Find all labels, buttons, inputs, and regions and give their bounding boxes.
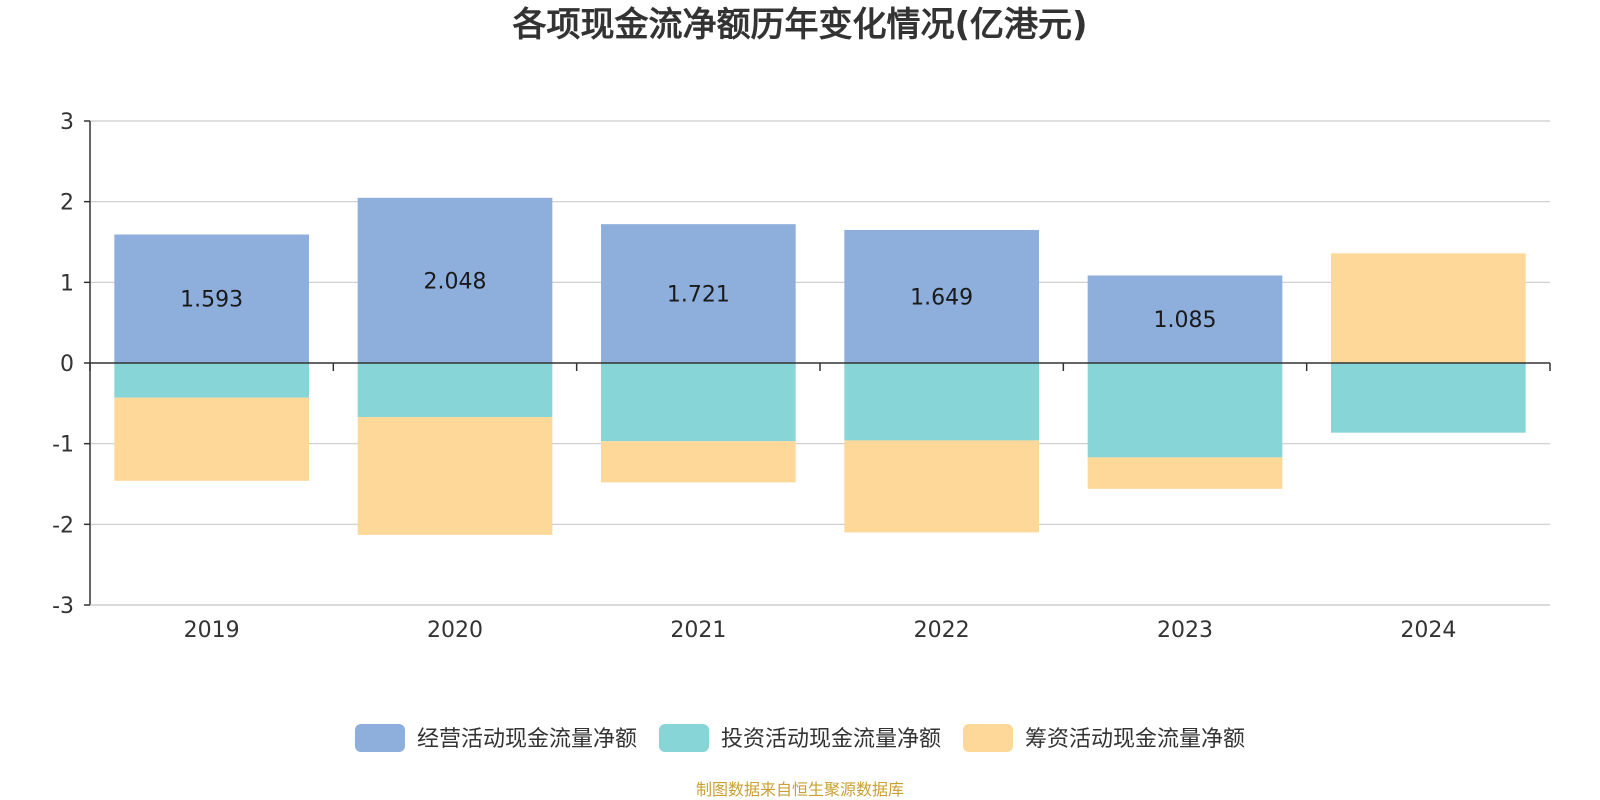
legend[interactable]: 经营活动现金流量净额 投资活动现金流量净额 筹资活动现金流量净额	[354, 724, 1245, 752]
y-tick-label: -3	[52, 594, 74, 619]
bar-2024[interactable]	[1331, 363, 1526, 433]
bar-2022[interactable]	[844, 363, 1039, 441]
legend-label: 投资活动现金流量净额	[721, 727, 941, 752]
legend-swatch[interactable]	[354, 724, 405, 752]
bar-2022[interactable]	[844, 440, 1039, 533]
bar-2023[interactable]	[1087, 457, 1283, 489]
y-tick-label: 1	[60, 271, 74, 296]
chart-title: 各项现金流净额历年变化情况(亿港元)	[512, 5, 1087, 45]
y-tick-label: -2	[52, 513, 74, 538]
legend-swatch[interactable]	[658, 724, 709, 752]
source-note: 制图数据来自恒生聚源数据库	[696, 780, 904, 799]
data-label: 1.085	[1154, 308, 1217, 333]
bar-2019[interactable]	[114, 363, 309, 398]
x-tick-label: 2022	[914, 618, 970, 643]
data-label: 1.649	[910, 285, 973, 310]
x-tick-label: 2020	[427, 618, 483, 643]
data-label: 1.721	[667, 283, 730, 308]
legend-label: 经营活动现金流量净额	[417, 727, 637, 752]
legend-label: 筹资活动现金流量净额	[1025, 727, 1245, 752]
bar-2020[interactable]	[357, 197, 553, 363]
data-label: 1.593	[180, 288, 243, 313]
x-tick-label: 2023	[1157, 618, 1213, 643]
y-tick-label: 0	[60, 352, 74, 377]
bar-2022[interactable]	[844, 229, 1039, 363]
bar-2023[interactable]	[1087, 275, 1283, 363]
x-tick-label: 2021	[670, 618, 726, 643]
axes: 3 2 1 0 -1 -2 -3 2019 2020 2021 2022 2023 2024	[52, 110, 1551, 643]
bar-2019[interactable]	[114, 397, 309, 481]
y-tick-label: 3	[60, 110, 74, 135]
bar-2023[interactable]	[1087, 363, 1283, 458]
legend-swatch[interactable]	[963, 724, 1014, 752]
bar-2019[interactable]	[114, 234, 309, 363]
bar-2021[interactable]	[601, 441, 796, 483]
x-tick-label: 2019	[184, 618, 240, 643]
y-tick-label: 2	[60, 191, 74, 216]
data-label: 2.048	[424, 269, 487, 294]
data-labels: 1.593 2.048 1.721 1.649 1.085	[180, 269, 1216, 333]
y-tick-label: -1	[52, 433, 74, 458]
bar-2024[interactable]	[1331, 253, 1526, 363]
bar-2020[interactable]	[357, 417, 553, 535]
bars	[114, 197, 1526, 535]
bar-2021[interactable]	[601, 363, 796, 442]
bar-2021[interactable]	[601, 224, 796, 363]
bar-2020[interactable]	[357, 363, 553, 418]
x-tick-label: 2024	[1400, 618, 1456, 643]
